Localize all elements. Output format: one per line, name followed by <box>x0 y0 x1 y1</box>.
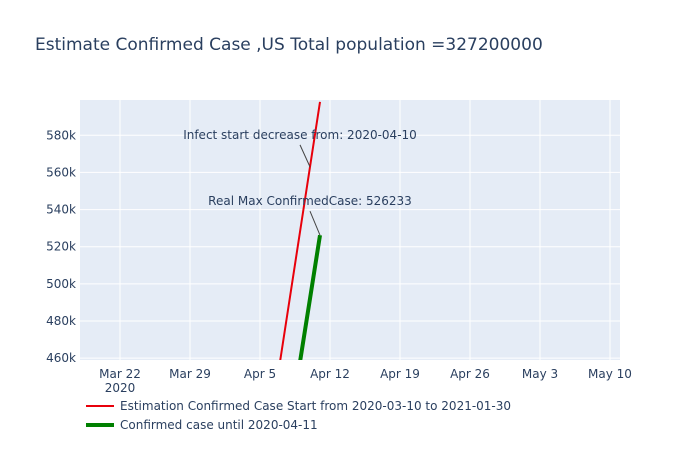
legend-item-1[interactable]: Estimation Confirmed Case Start from 202… <box>86 399 511 413</box>
x-tick-label: Apr 19 <box>380 367 420 381</box>
legend-label: Estimation Confirmed Case Start from 202… <box>120 399 511 413</box>
y-tick-label: 460k <box>46 351 76 365</box>
x-tick-label: Apr 12 <box>310 367 350 381</box>
legend-label: Confirmed case until 2020-04-11 <box>120 418 318 432</box>
annotation-arrow <box>309 210 321 236</box>
y-tick-label: 560k <box>46 165 76 179</box>
annotation-label: Real Max ConfirmedCase: 526233 <box>208 194 412 208</box>
x-tick-label: Mar 29 <box>169 367 211 381</box>
x-tick-label: Apr 26 <box>450 367 490 381</box>
y-tick-label: 480k <box>46 314 76 328</box>
chart-title: Estimate Confirmed Case ,US Total popula… <box>35 35 543 55</box>
legend: Estimation Confirmed Case Start from 202… <box>86 399 511 432</box>
plot-background[interactable] <box>80 100 620 360</box>
y-tick-label: 580k <box>46 128 76 142</box>
x-tick-label: Mar 22 <box>99 367 141 381</box>
series-line-1[interactable] <box>279 101 321 362</box>
legend-item-2[interactable]: Confirmed case until 2020-04-11 <box>86 418 318 432</box>
annotation-arrow <box>299 144 311 168</box>
x-tick-label: Apr 5 <box>244 367 276 381</box>
y-tick-label: 540k <box>46 203 76 217</box>
series-line-2[interactable] <box>298 234 322 362</box>
annotation-layer: Infect start decrease from: 2020-04-10 Re… <box>183 128 417 236</box>
grid-layer <box>80 100 620 360</box>
x-tick-label: May 10 <box>588 367 632 381</box>
y-tick-label: 520k <box>46 240 76 254</box>
series-layer <box>279 101 322 362</box>
annotation-label: Infect start decrease from: 2020-04-10 <box>183 128 417 142</box>
x-tick-label: May 3 <box>522 367 558 381</box>
y-tick-label: 500k <box>46 277 76 291</box>
x-tick-year-label: 2020 <box>105 381 136 395</box>
